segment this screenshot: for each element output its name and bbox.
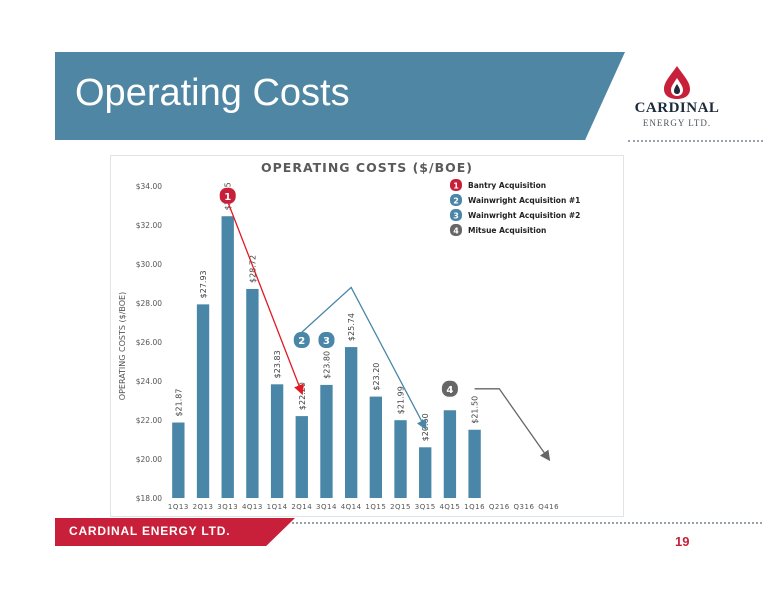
data-label-1q13: $21.87	[174, 389, 183, 417]
legend-number: 2	[453, 197, 459, 206]
legend-number: 3	[453, 212, 459, 221]
legend-label: Mitsue Acquisition	[468, 226, 546, 235]
legend-number: 1	[453, 182, 459, 191]
x-tick-label: 3Q13	[217, 503, 238, 511]
bar-1q14	[270, 384, 284, 498]
legend-marker	[450, 209, 462, 221]
bar-1q16	[468, 429, 481, 498]
legend-label: Wainwright Acquisition #2	[468, 211, 580, 220]
data-label-2q15: $21.99	[397, 386, 406, 414]
bar-2q13	[196, 304, 210, 498]
y-tick-label: $20.00	[136, 455, 162, 464]
legend-label: Bantry Acquisition	[468, 181, 546, 190]
bar-1q13	[172, 422, 185, 498]
x-tick-label: 2Q14	[291, 503, 312, 511]
acquisition-marker-number: 3	[323, 336, 330, 347]
x-tick-label: 4Q15	[439, 503, 460, 511]
x-tick-label: 1Q16	[464, 503, 485, 511]
y-tick-label: $22.00	[136, 416, 162, 425]
data-label-3q14: $23.80	[322, 351, 331, 379]
legend-number: 4	[453, 227, 459, 236]
y-tick-label: $24.00	[136, 377, 162, 386]
legend-marker	[450, 194, 462, 206]
divider-top	[628, 140, 763, 142]
bar-3q15	[419, 447, 432, 498]
x-tick-label: 3Q14	[316, 503, 337, 511]
x-tick-label: 4Q13	[242, 503, 263, 511]
y-tick-label: $32.00	[136, 221, 162, 230]
y-tick-label: $28.00	[136, 299, 162, 308]
footer-company-name: CARDINAL ENERGY LTD.	[69, 524, 231, 538]
footer-bar	[55, 518, 295, 546]
x-tick-label: 4Q14	[341, 503, 362, 511]
bar-1q15	[369, 396, 383, 498]
data-label-4q13: $28.72	[248, 255, 257, 283]
flame-drop-icon	[664, 66, 690, 99]
x-tick-label: 2Q13	[193, 503, 214, 511]
legend-marker	[450, 224, 462, 236]
x-tick-label: 1Q14	[267, 503, 288, 511]
cardinal-logo: CARDINAL ENERGY LTD.	[622, 62, 732, 132]
x-tick-label: Q416	[538, 503, 559, 511]
page-title: Operating Costs	[75, 72, 350, 114]
bar-4q14	[344, 347, 358, 498]
data-label-2q13: $27.93	[199, 270, 208, 298]
x-tick-label: 3Q15	[415, 503, 436, 511]
x-tick-label: Q216	[489, 503, 510, 511]
bar-2q15	[394, 420, 407, 498]
data-label-1q15: $23.20	[372, 363, 381, 391]
divider-bottom	[292, 522, 762, 524]
acquisition-arrow-3	[301, 286, 427, 431]
operating-costs-chart: OPERATING COSTS ($/BOE) OPERATING COSTS …	[118, 160, 580, 511]
acquisition-arrow-4	[474, 388, 551, 462]
x-tick-label: Q316	[514, 503, 535, 511]
x-tick-label: 1Q15	[365, 503, 386, 511]
y-tick-label: $34.00	[136, 182, 162, 191]
bar-4q15	[443, 410, 457, 498]
bar-2q14	[295, 416, 308, 498]
data-label-4q14: $25.74	[347, 313, 356, 341]
x-tick-label: 1Q13	[168, 503, 189, 511]
chart-container: OPERATING COSTS ($/BOE) OPERATING COSTS …	[110, 155, 624, 517]
y-tick-label: $30.00	[136, 260, 162, 269]
legend-label: Wainwright Acquisition #1	[468, 196, 580, 205]
data-label-1q14: $23.83	[273, 350, 282, 378]
acquisition-marker-number: 4	[446, 385, 453, 396]
logo-name: CARDINAL	[634, 100, 720, 116]
acquisition-arrow-1	[227, 201, 304, 396]
acquisition-marker-number: 1	[224, 192, 231, 203]
bar-4q13	[246, 288, 259, 498]
acquisition-marker-2	[293, 332, 310, 349]
acquisition-marker-1	[219, 187, 236, 204]
title-banner	[55, 52, 625, 140]
page-number: 19	[675, 534, 690, 549]
acquisition-marker-3	[318, 332, 335, 349]
logo-subtitle: ENERGY LTD.	[642, 118, 712, 128]
acquisition-marker-4	[441, 380, 458, 397]
bar-3q14	[320, 384, 333, 498]
data-label-2q14: $22.20	[298, 382, 307, 410]
data-label-1q16: $21.50	[471, 396, 480, 424]
y-tick-label: $26.00	[136, 338, 162, 347]
y-tick-label: $18.00	[136, 494, 162, 503]
y-axis-label: OPERATING COSTS ($/BOE)	[118, 292, 127, 400]
legend-marker	[450, 179, 462, 191]
acquisition-marker-number: 2	[298, 336, 305, 347]
x-tick-label: 2Q15	[390, 503, 411, 511]
chart-title: OPERATING COSTS ($/BOE)	[261, 160, 473, 175]
data-label-3q15: $20.60	[421, 413, 430, 441]
bar-3q13	[221, 216, 234, 498]
